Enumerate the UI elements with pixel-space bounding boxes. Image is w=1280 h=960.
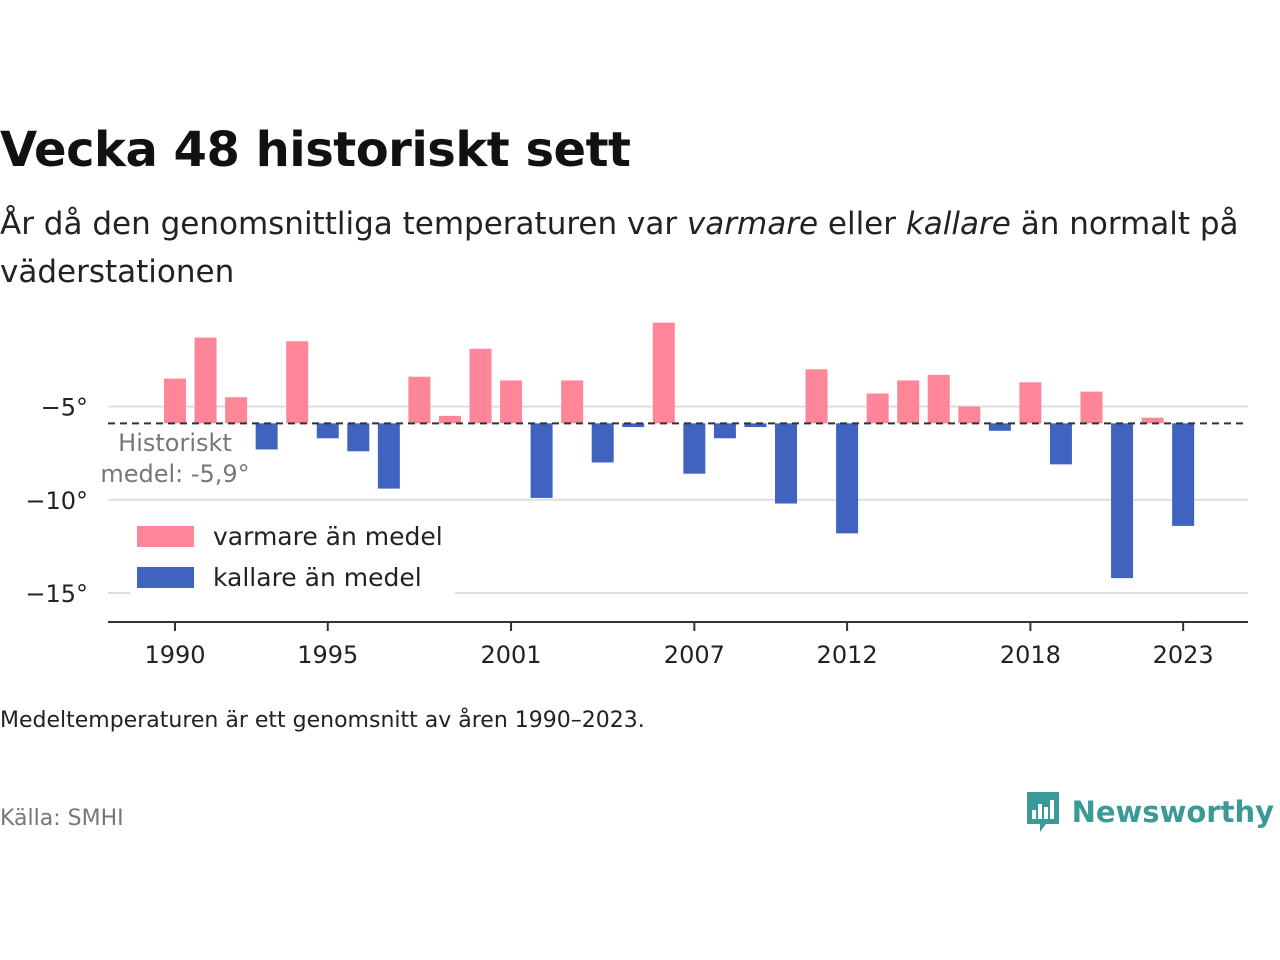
bar-1999 <box>438 415 461 424</box>
bar-2022 <box>1141 417 1164 424</box>
bar-2012 <box>836 423 859 534</box>
bar-2010 <box>775 423 797 504</box>
bar-1997 <box>377 423 400 489</box>
bar-2006 <box>652 322 675 424</box>
bar-1992 <box>225 397 248 424</box>
bar-2007 <box>683 423 706 474</box>
legend-swatch-warm <box>137 526 194 547</box>
temperature-bar-chart: −5° −10° −15° Historiskt medel: -5,9° varm… <box>25 322 1248 669</box>
x-tick-label: 2023 <box>1153 641 1214 669</box>
bar-1994 <box>286 341 309 424</box>
legend-label-cold: kallare än medel <box>213 563 422 592</box>
bar-2000 <box>469 348 492 424</box>
bar-2003 <box>561 380 584 424</box>
bar-2018 <box>1019 382 1042 424</box>
bar-2008 <box>713 423 736 439</box>
source-credit: Källa: SMHI <box>0 806 124 831</box>
legend-label-warm: varmare än medel <box>213 522 443 551</box>
x-tick-label: 2018 <box>1000 641 1061 669</box>
bar-1996 <box>347 423 370 452</box>
y-tick-label: −10° <box>25 487 88 515</box>
x-tick-label: 1990 <box>144 641 205 669</box>
bar-1998 <box>408 376 431 424</box>
bar-2013 <box>866 393 889 424</box>
footnote: Medeltemperaturen är ett genomsnitt av å… <box>0 708 645 733</box>
subtitle-text-1: År då den genomsnittliga temperaturen va… <box>0 206 687 242</box>
bar-2001 <box>500 380 523 424</box>
bar-1993 <box>255 423 278 450</box>
bar-2021 <box>1111 423 1134 579</box>
y-axis-labels: −5° −10° −15° <box>25 394 88 609</box>
baseline-label-line1: Historiskt <box>118 429 232 457</box>
bar-2023 <box>1172 423 1195 526</box>
bar-chart-speech-bubble-icon <box>1026 792 1059 832</box>
x-axis-ticks: 1990 1995 2001 2007 2012 2018 2023 <box>144 622 1214 669</box>
bar-2002 <box>530 423 553 498</box>
bar-1990 <box>164 378 186 424</box>
bars <box>164 322 1195 579</box>
bar-2015 <box>927 374 950 424</box>
subtitle-text-2: eller <box>818 206 906 242</box>
subtitle-emphasis-colder: kallare <box>905 206 1011 242</box>
subtitle-text-3: än normalt på väderstationen <box>0 206 1239 290</box>
bar-2020 <box>1080 391 1103 424</box>
legend-swatch-cold <box>137 567 194 588</box>
bar-2017 <box>988 423 1011 431</box>
x-tick-label: 2001 <box>481 641 542 669</box>
y-tick-label: −15° <box>25 580 88 608</box>
x-tick-label: 1995 <box>297 641 358 669</box>
bar-2014 <box>897 380 920 424</box>
bar-2019 <box>1049 423 1072 465</box>
bar-1995 <box>316 423 339 439</box>
x-tick-label: 2007 <box>664 641 725 669</box>
x-tick-label: 2012 <box>817 641 878 669</box>
legend: varmare än medel kallare än medel <box>130 516 455 596</box>
chart-subtitle: År då den genomsnittliga temperaturen va… <box>0 200 1240 296</box>
baseline-label-line2: medel: -5,9° <box>100 460 249 488</box>
brand-logo[interactable]: Newsworthy <box>1024 790 1274 834</box>
y-tick-label: −5° <box>41 394 88 422</box>
baseline-label: Historiskt medel: -5,9° <box>100 429 249 488</box>
bar-2009 <box>744 423 767 428</box>
subtitle-emphasis-warmer: varmare <box>686 206 819 242</box>
bar-2016 <box>958 406 981 424</box>
bar-2004 <box>591 423 614 463</box>
brand-name: Newsworthy <box>1071 795 1274 829</box>
bar-2005 <box>622 423 645 428</box>
bar-2011 <box>805 369 828 424</box>
bar-1991 <box>194 337 217 424</box>
chart-title: Vecka 48 historiskt sett <box>0 122 631 178</box>
